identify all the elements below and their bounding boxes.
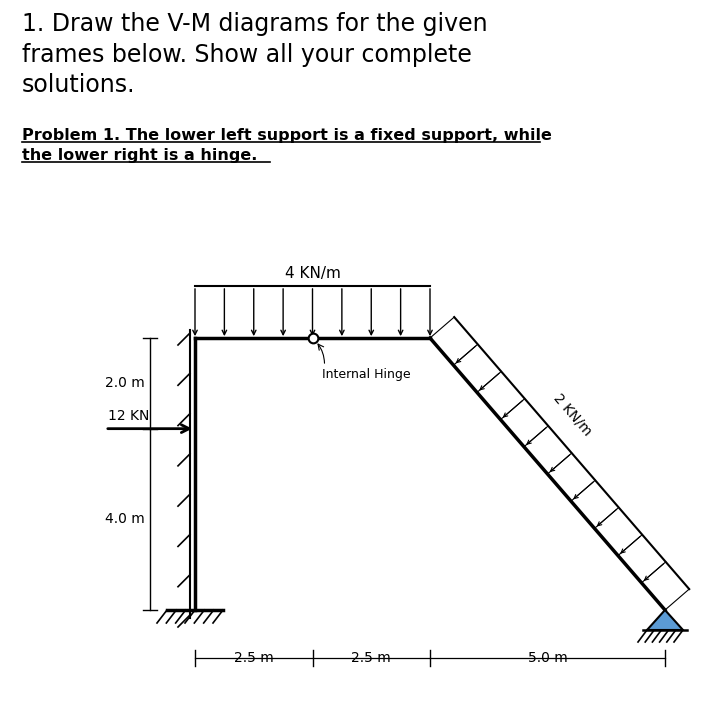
Text: the lower right is a hinge.: the lower right is a hinge.: [22, 148, 257, 163]
Text: 2 KN/m: 2 KN/m: [551, 391, 595, 438]
Text: 2.0 m: 2.0 m: [105, 376, 145, 391]
Text: 2.5 m: 2.5 m: [234, 651, 274, 665]
Text: Internal Hinge: Internal Hinge: [323, 368, 411, 381]
Text: 12 KN: 12 KN: [108, 408, 149, 423]
Text: Problem 1. The lower left support is a fixed support, while: Problem 1. The lower left support is a f…: [22, 128, 552, 143]
Text: 2.5 m: 2.5 m: [351, 651, 391, 665]
Polygon shape: [647, 610, 683, 630]
Text: 1. Draw the V-M diagrams for the given
frames below. Show all your complete
solu: 1. Draw the V-M diagrams for the given f…: [22, 12, 487, 97]
Text: 4 KN/m: 4 KN/m: [284, 266, 341, 281]
Text: 5.0 m: 5.0 m: [528, 651, 567, 665]
Text: 4.0 m: 4.0 m: [105, 513, 145, 526]
